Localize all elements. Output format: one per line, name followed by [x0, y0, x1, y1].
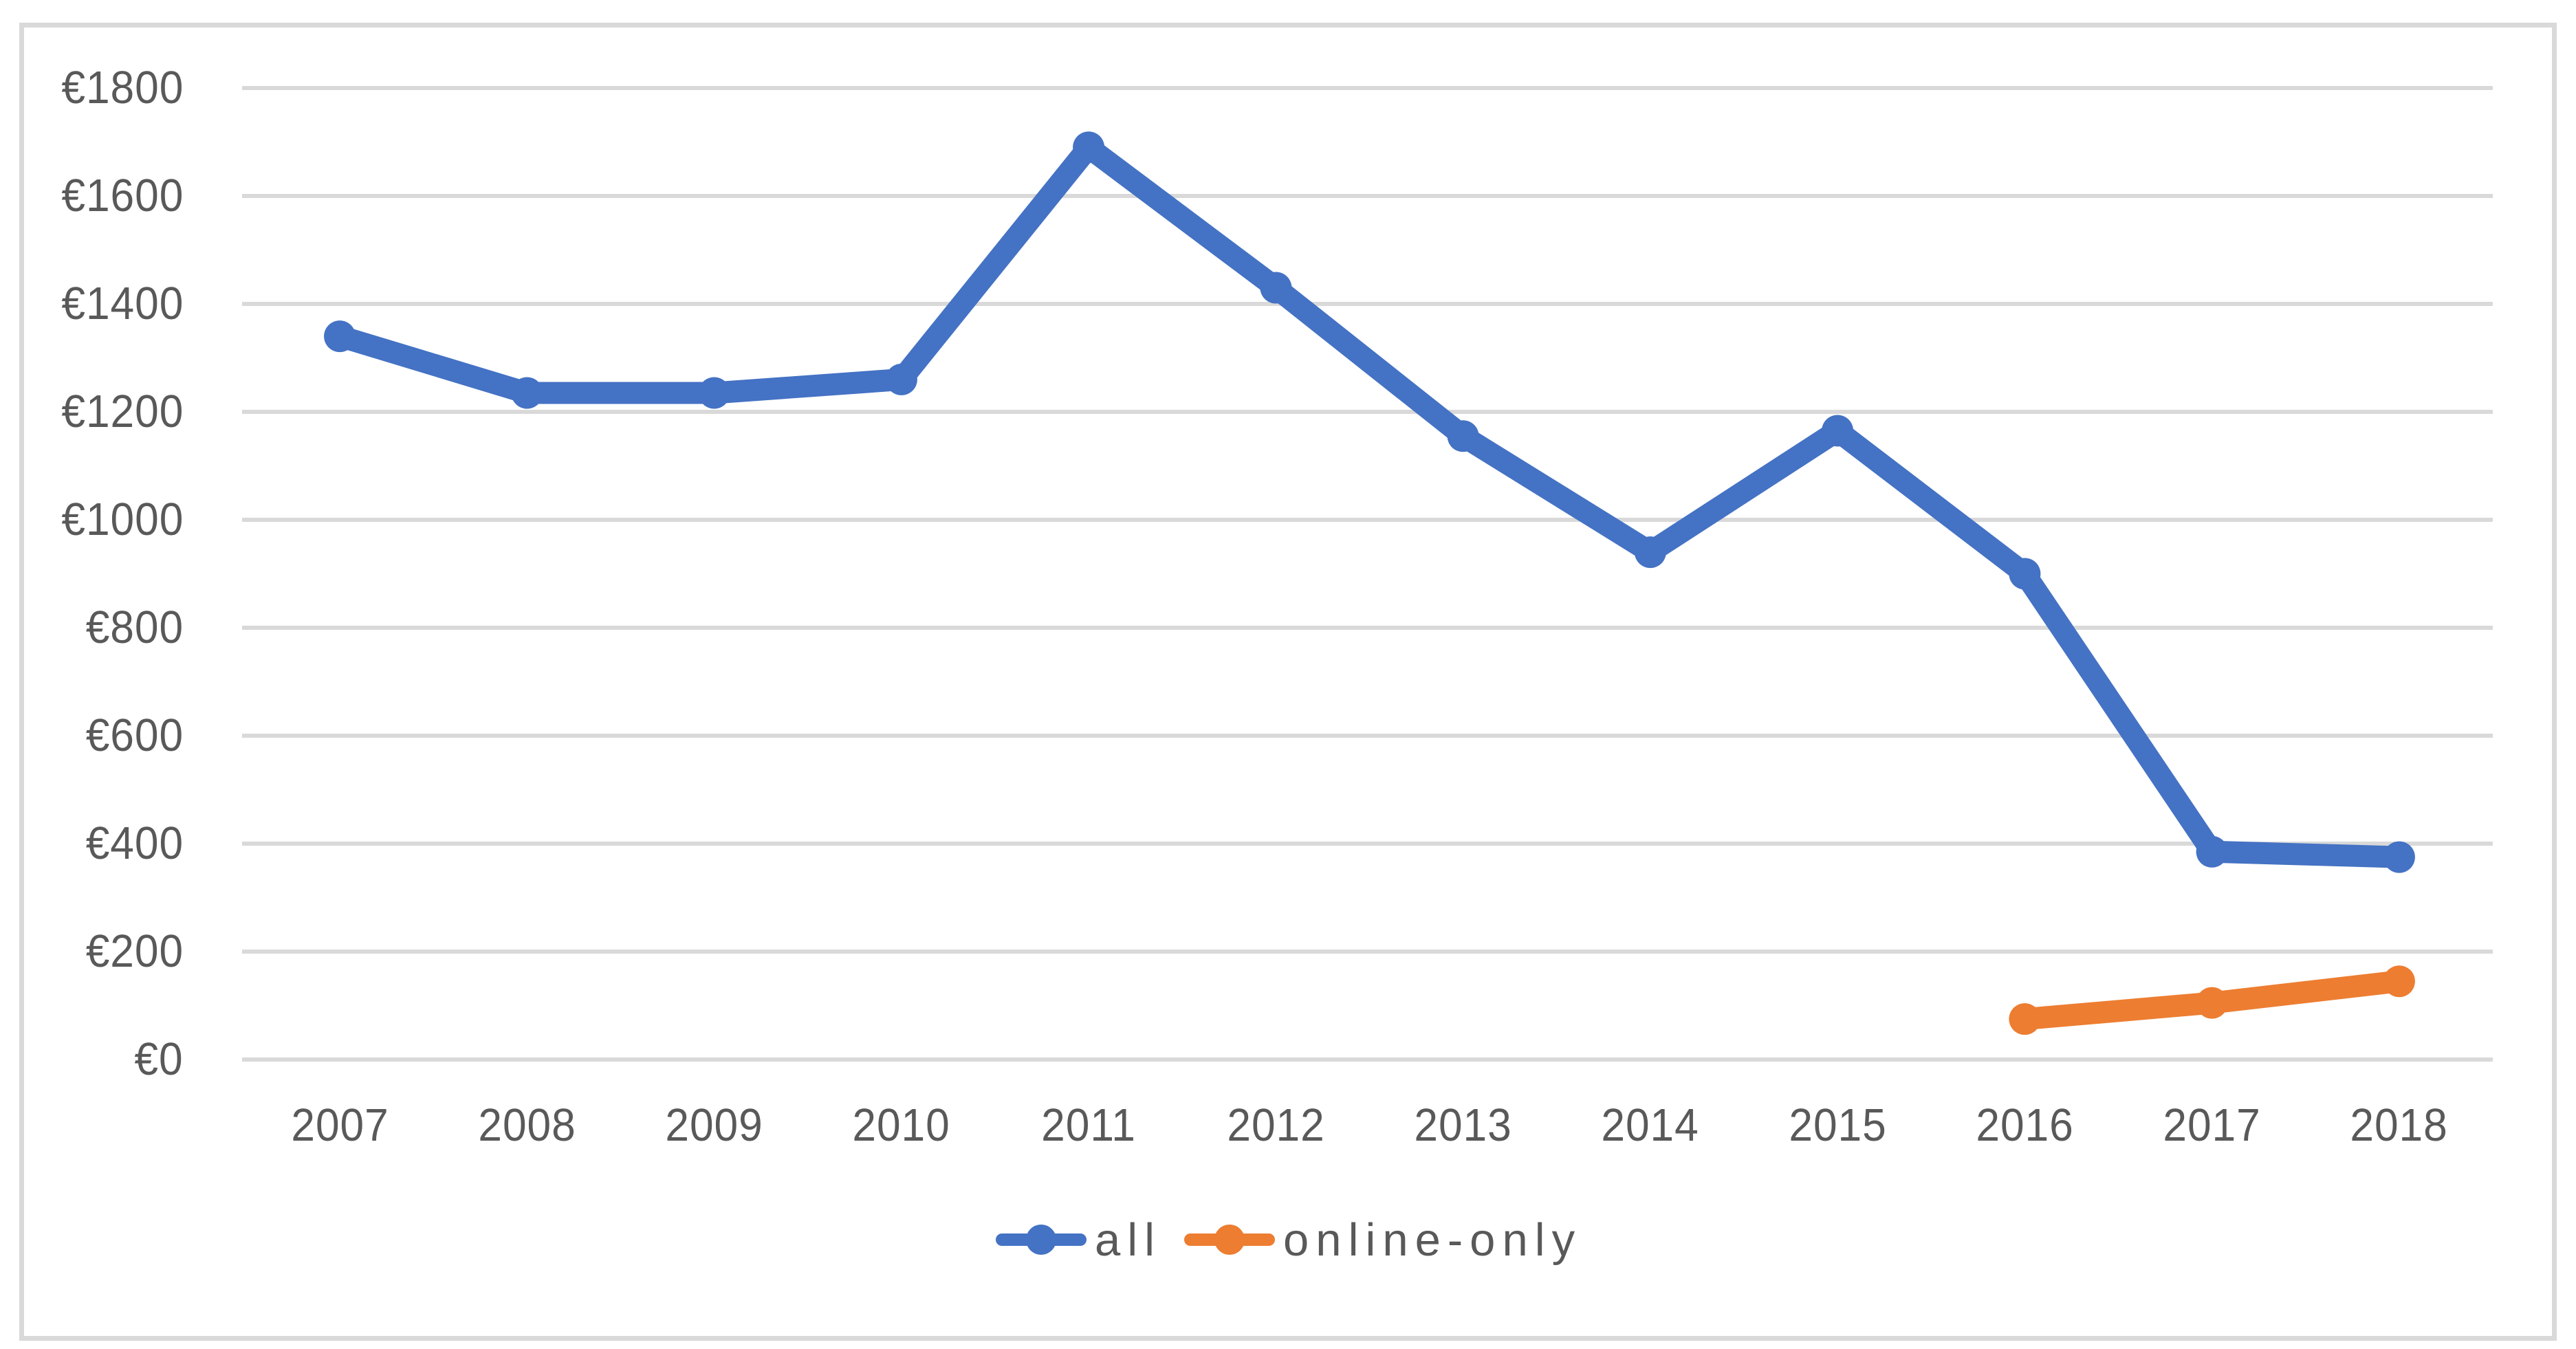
legend-label-all: all: [1095, 1214, 1162, 1266]
y-tick-label: €400: [85, 818, 184, 869]
legend-line-dot-icon: [1184, 1220, 1276, 1259]
gridline: [242, 950, 2493, 954]
y-tick-label: €600: [85, 710, 184, 761]
series-line-all: [329, 136, 2410, 868]
legend-line-dot-icon: [996, 1220, 1087, 1259]
gridline: [242, 518, 2493, 522]
gridline: [242, 302, 2493, 306]
x-tick-label: 2015: [1788, 1099, 1887, 1151]
gridline: [242, 410, 2493, 414]
legend-dot: [1026, 1225, 1056, 1255]
y-tick-label: €1800: [61, 62, 184, 113]
data-point-all: [324, 320, 356, 353]
data-point-all: [698, 377, 730, 409]
gridline: [242, 86, 2493, 90]
x-tick-label: 2014: [1601, 1099, 1700, 1151]
gridline: [242, 734, 2493, 738]
data-point-all: [1073, 131, 1105, 164]
y-tick-label: €0: [134, 1033, 184, 1085]
y-tick-label: €800: [85, 602, 184, 653]
data-point-all: [2196, 835, 2228, 868]
data-point-all: [1447, 420, 1479, 452]
x-tick-label: 2011: [1041, 1099, 1136, 1151]
y-tick-label: €1200: [61, 386, 184, 437]
x-tick-label: 2008: [478, 1099, 576, 1151]
gridline: [242, 194, 2493, 198]
legend: all online-only: [996, 1214, 1582, 1266]
x-tick-label: 2016: [1976, 1099, 2074, 1151]
gridline: [242, 626, 2493, 630]
data-point-all: [1260, 272, 1292, 304]
y-tick-label: €1000: [61, 494, 184, 545]
legend-label-online-only: online-only: [1283, 1214, 1582, 1266]
data-point-all: [885, 363, 917, 395]
data-point-all: [511, 377, 543, 409]
data-point-all: [1822, 415, 1854, 447]
data-point-online-only: [2196, 987, 2228, 1019]
y-tick-label: €200: [85, 925, 184, 977]
chart-border: [19, 23, 2557, 1341]
legend-dot: [1214, 1225, 1245, 1255]
y-tick-label: €1600: [61, 170, 184, 221]
data-point-online-only: [2009, 1003, 2041, 1035]
y-tick-label: €1400: [61, 278, 184, 329]
legend-item-all: all: [996, 1214, 1161, 1266]
legend-item-online-only: online-only: [1184, 1214, 1582, 1266]
x-tick-label: 2012: [1227, 1099, 1325, 1151]
x-tick-label: 2018: [2350, 1099, 2449, 1151]
data-point-all: [1634, 536, 1666, 569]
gridline: [242, 842, 2493, 846]
x-tick-label: 2010: [852, 1099, 951, 1151]
x-tick-label: 2017: [2163, 1099, 2261, 1151]
gridline: [242, 1057, 2493, 1062]
x-tick-label: 2013: [1414, 1099, 1512, 1151]
data-point-all: [2009, 558, 2041, 590]
x-tick-label: 2007: [290, 1099, 389, 1151]
data-point-all: [2383, 841, 2415, 873]
x-tick-label: 2009: [665, 1099, 763, 1151]
data-point-online-only: [2383, 965, 2415, 998]
